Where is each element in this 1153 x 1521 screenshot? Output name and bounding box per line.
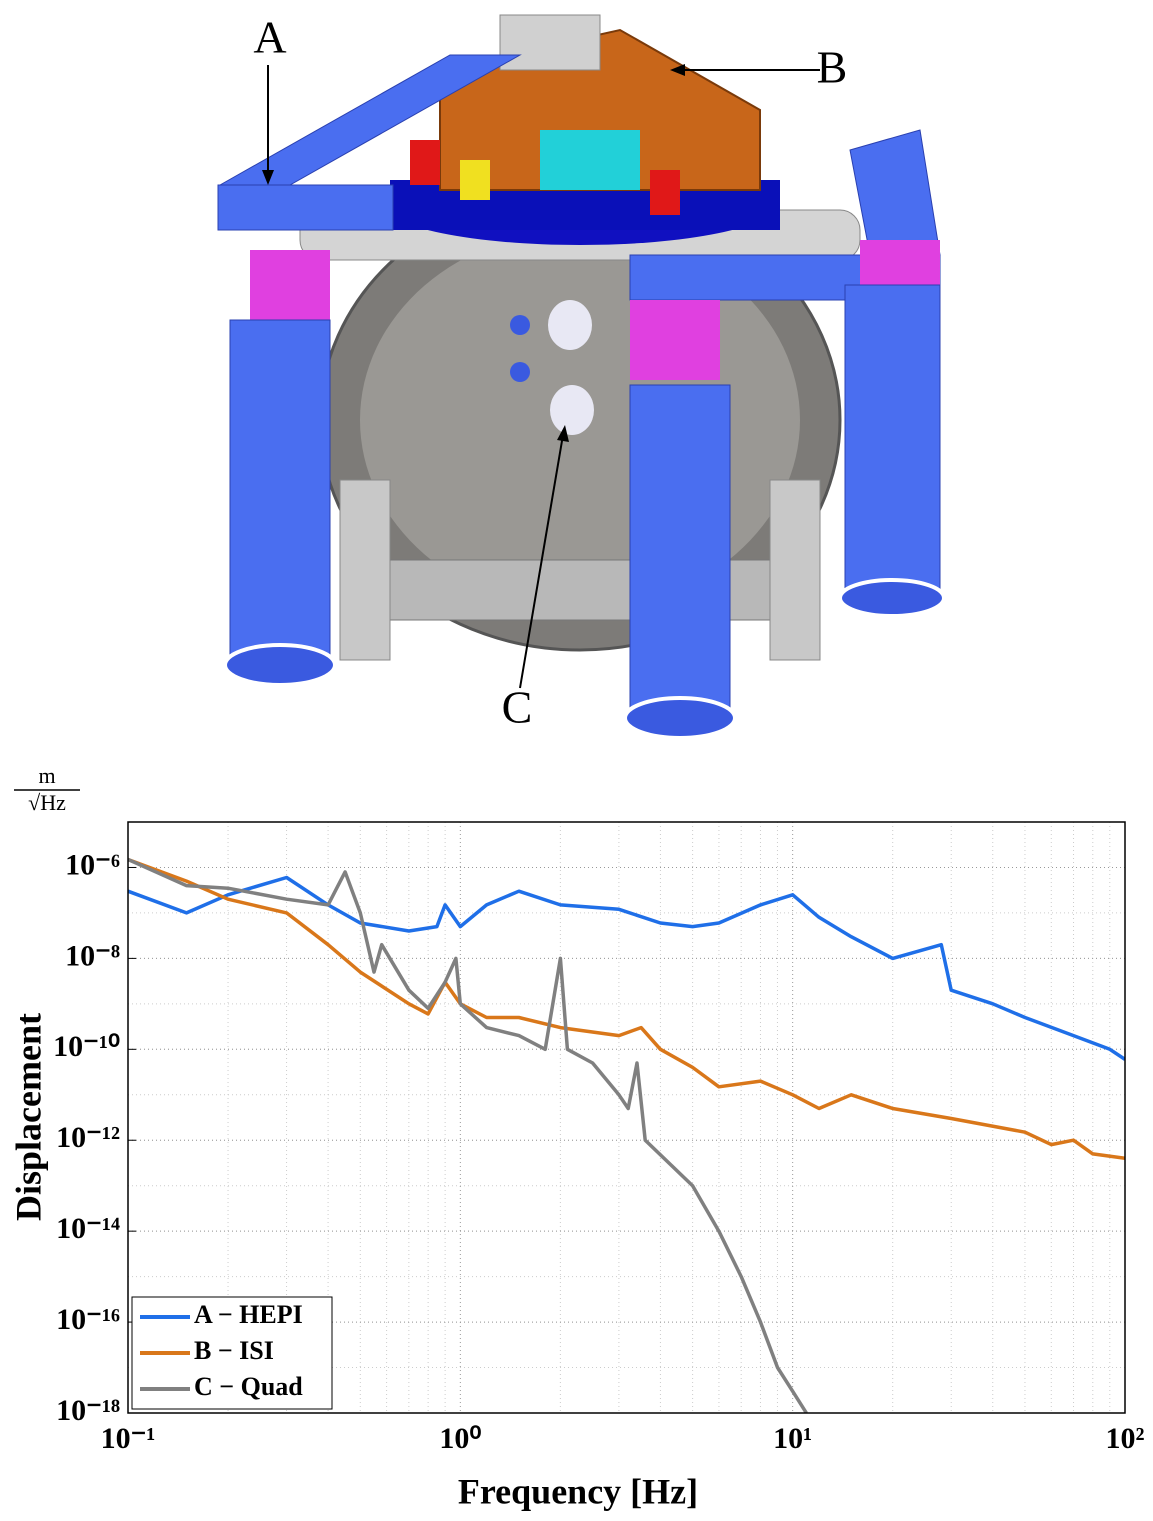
y-axis-label: Displacement (8, 1013, 48, 1221)
label-b: B (817, 42, 848, 93)
series-line (128, 857, 1125, 1161)
unit-denominator: √Hz (28, 790, 66, 815)
x-tick-label: 10⁰ (439, 1422, 481, 1455)
x-tick-label: 10⁻¹ (101, 1422, 156, 1455)
y-tick-label: 10⁻¹⁰ (53, 1030, 120, 1063)
apparatus-illustration: A B C (217, 12, 946, 740)
label-a: A (253, 12, 286, 63)
series-line (128, 857, 808, 1413)
y-tick-label: 10⁻¹⁸ (56, 1394, 120, 1427)
unit-numerator: m (38, 763, 55, 788)
y-tick-label: 10⁻⁶ (65, 848, 120, 881)
y-tick-label: 10⁻¹⁴ (56, 1212, 120, 1245)
y-tick-label: 10⁻¹² (56, 1121, 120, 1154)
series-line (128, 875, 1125, 1061)
y-tick-label: 10⁻¹⁶ (56, 1303, 120, 1336)
x-tick-label: 10¹ (773, 1422, 812, 1455)
x-axis-label: Frequency [Hz] (458, 1471, 698, 1511)
legend-label: A − HEPI (194, 1300, 303, 1329)
legend-label: B − ISI (194, 1336, 274, 1365)
plot-frame (127, 821, 1126, 1414)
legend-label: C − Quad (194, 1372, 303, 1401)
label-c: C (502, 682, 533, 733)
x-tick-label: 10² (1106, 1422, 1145, 1455)
y-tick-label: 10⁻⁸ (65, 939, 120, 972)
